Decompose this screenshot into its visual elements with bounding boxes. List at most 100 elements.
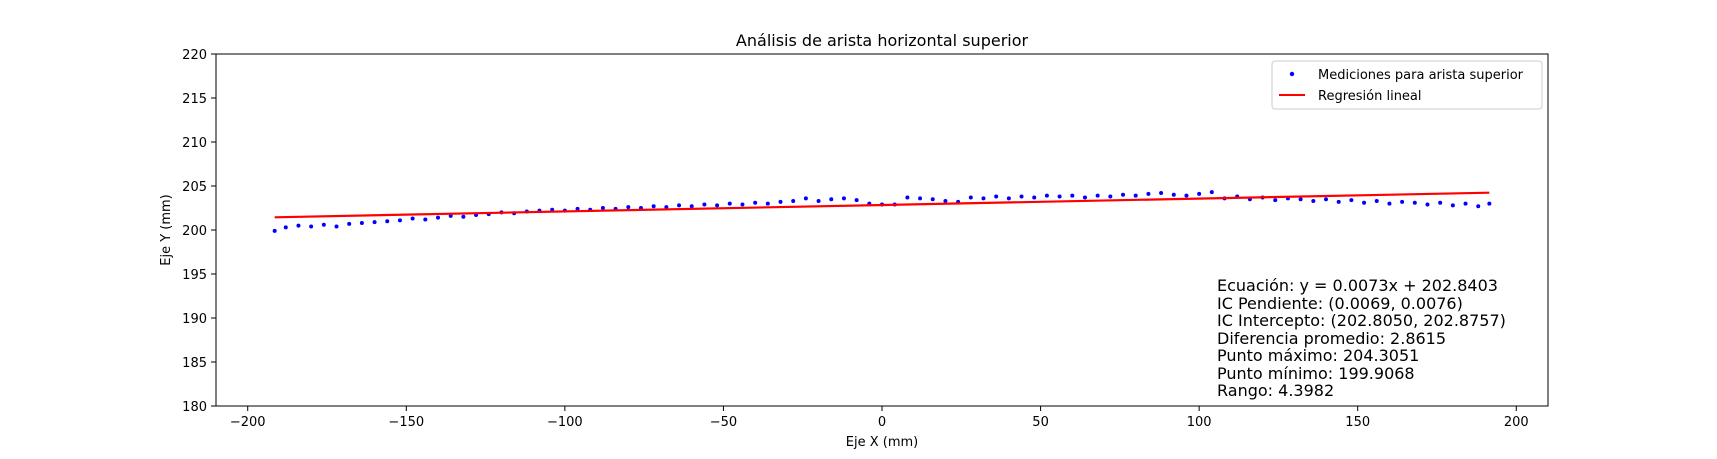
scatter-point bbox=[1108, 194, 1113, 199]
y-tick-label: 205 bbox=[182, 180, 207, 195]
x-axis-label: Eje X (mm) bbox=[846, 435, 918, 450]
scatter-point bbox=[1336, 199, 1341, 204]
scatter-point bbox=[651, 204, 656, 209]
scatter-point bbox=[1463, 201, 1468, 206]
scatter-point bbox=[423, 217, 428, 222]
plot-frame bbox=[215, 53, 1549, 407]
scatter-point bbox=[1184, 193, 1189, 198]
scatter-point bbox=[1146, 191, 1151, 196]
x-tick-label: 0 bbox=[878, 415, 886, 430]
y-tick-label: 190 bbox=[182, 312, 207, 327]
regression-line bbox=[274, 191, 1490, 219]
scatter-point bbox=[1298, 197, 1303, 202]
scatter-point bbox=[1487, 201, 1492, 206]
annotation-line: Punto máximo: 204.3051 bbox=[1217, 346, 1419, 365]
y-tick-label: 195 bbox=[182, 268, 207, 283]
scatter-point bbox=[1374, 198, 1379, 203]
scatter-point bbox=[715, 203, 720, 208]
y-axis-label: Eje Y (mm) bbox=[159, 194, 174, 266]
scatter-point bbox=[791, 198, 796, 203]
legend-marker-mediciones bbox=[1289, 71, 1295, 77]
scatter-point bbox=[1438, 200, 1443, 205]
scatter-point bbox=[272, 228, 277, 233]
x-tick-label: −100 bbox=[547, 415, 583, 430]
x-tick-label: −50 bbox=[710, 415, 737, 430]
scatter-point bbox=[1070, 193, 1075, 198]
x-tick-label: 150 bbox=[1345, 415, 1370, 430]
scatter-point bbox=[334, 224, 339, 229]
scatter-point bbox=[778, 199, 783, 204]
scatter-point bbox=[1349, 198, 1354, 203]
scatter-point bbox=[664, 205, 669, 210]
y-tick-label: 185 bbox=[182, 356, 207, 371]
annotation-line: IC Pendiente: (0.0069, 0.0076) bbox=[1217, 294, 1463, 313]
scatter-point bbox=[1362, 200, 1367, 205]
scatter-point bbox=[905, 195, 910, 200]
legend-label-regresion: Regresión lineal bbox=[1318, 89, 1422, 104]
scatter-point bbox=[600, 206, 605, 210]
scatter-point bbox=[930, 197, 935, 202]
scatter-point bbox=[296, 223, 301, 228]
y-tick-label: 215 bbox=[182, 92, 207, 107]
scatter-point bbox=[1057, 194, 1062, 199]
scatter-point bbox=[397, 218, 402, 223]
scatter-point bbox=[1159, 191, 1164, 196]
legend-label-mediciones: Mediciones para arista superior bbox=[1318, 68, 1524, 83]
scatter-point bbox=[1082, 195, 1087, 200]
x-tick-label: 200 bbox=[1504, 415, 1529, 430]
scatter-point bbox=[1171, 192, 1176, 197]
annotation-line: Rango: 4.3982 bbox=[1217, 381, 1334, 400]
plot-area bbox=[272, 190, 1492, 233]
x-tick-label: −150 bbox=[388, 415, 424, 430]
scatter-point bbox=[816, 198, 821, 203]
scatter-point bbox=[1324, 197, 1328, 202]
scatter-point bbox=[1412, 200, 1417, 205]
scatter-point bbox=[626, 205, 631, 210]
scatter-point bbox=[410, 216, 415, 221]
scatter-point bbox=[1095, 193, 1100, 198]
scatter-point bbox=[436, 215, 440, 220]
scatter-point bbox=[943, 198, 948, 203]
scatter-point bbox=[981, 196, 986, 201]
scatter-point bbox=[1006, 196, 1011, 201]
scatter-point bbox=[727, 201, 732, 206]
scatter-point bbox=[803, 196, 808, 201]
annotation-line: Ecuación: y = 0.0073x + 202.8403 bbox=[1217, 276, 1498, 295]
scatter-point bbox=[740, 202, 745, 207]
x-tick-label: 50 bbox=[1032, 415, 1049, 430]
scatter-point bbox=[689, 204, 694, 209]
scatter-point bbox=[461, 214, 466, 219]
y-tick-label: 220 bbox=[182, 48, 207, 63]
annotation-line: Diferencia promedio: 2.8615 bbox=[1217, 329, 1446, 348]
scatter-point bbox=[753, 200, 758, 205]
y-tick-label: 210 bbox=[182, 136, 207, 151]
scatter-point bbox=[918, 196, 923, 201]
scatter-point bbox=[1032, 195, 1037, 200]
scatter-point bbox=[854, 198, 859, 203]
scatter-point bbox=[994, 194, 999, 199]
scatter-point bbox=[1387, 201, 1392, 206]
scatter-point bbox=[309, 224, 314, 229]
scatter-point bbox=[1476, 204, 1481, 209]
scatter-point bbox=[968, 195, 973, 200]
scatter-point bbox=[677, 203, 682, 208]
scatter-point bbox=[1425, 202, 1430, 207]
annotation-line: IC Intercepto: (202.8050, 202.8757) bbox=[1217, 311, 1506, 330]
annotation-line: Punto mínimo: 199.9068 bbox=[1217, 364, 1415, 383]
x-tick-label: 100 bbox=[1187, 415, 1212, 430]
scatter-point bbox=[283, 225, 288, 230]
scatter-point bbox=[347, 221, 352, 226]
scatter-point bbox=[1273, 198, 1278, 203]
chart-title: Análisis de arista horizontal superior bbox=[736, 31, 1029, 50]
x-tick-label: −200 bbox=[230, 415, 266, 430]
stats-annotation: Ecuación: y = 0.0073x + 202.8403 IC Pend… bbox=[1217, 276, 1506, 400]
scatter-point bbox=[1197, 191, 1202, 196]
legend-box bbox=[1271, 60, 1543, 110]
scatter-point bbox=[385, 219, 390, 224]
scatter-point bbox=[575, 206, 580, 211]
scatter-point bbox=[372, 220, 377, 225]
scatter-point bbox=[448, 213, 453, 218]
scatter-point bbox=[1209, 190, 1214, 195]
